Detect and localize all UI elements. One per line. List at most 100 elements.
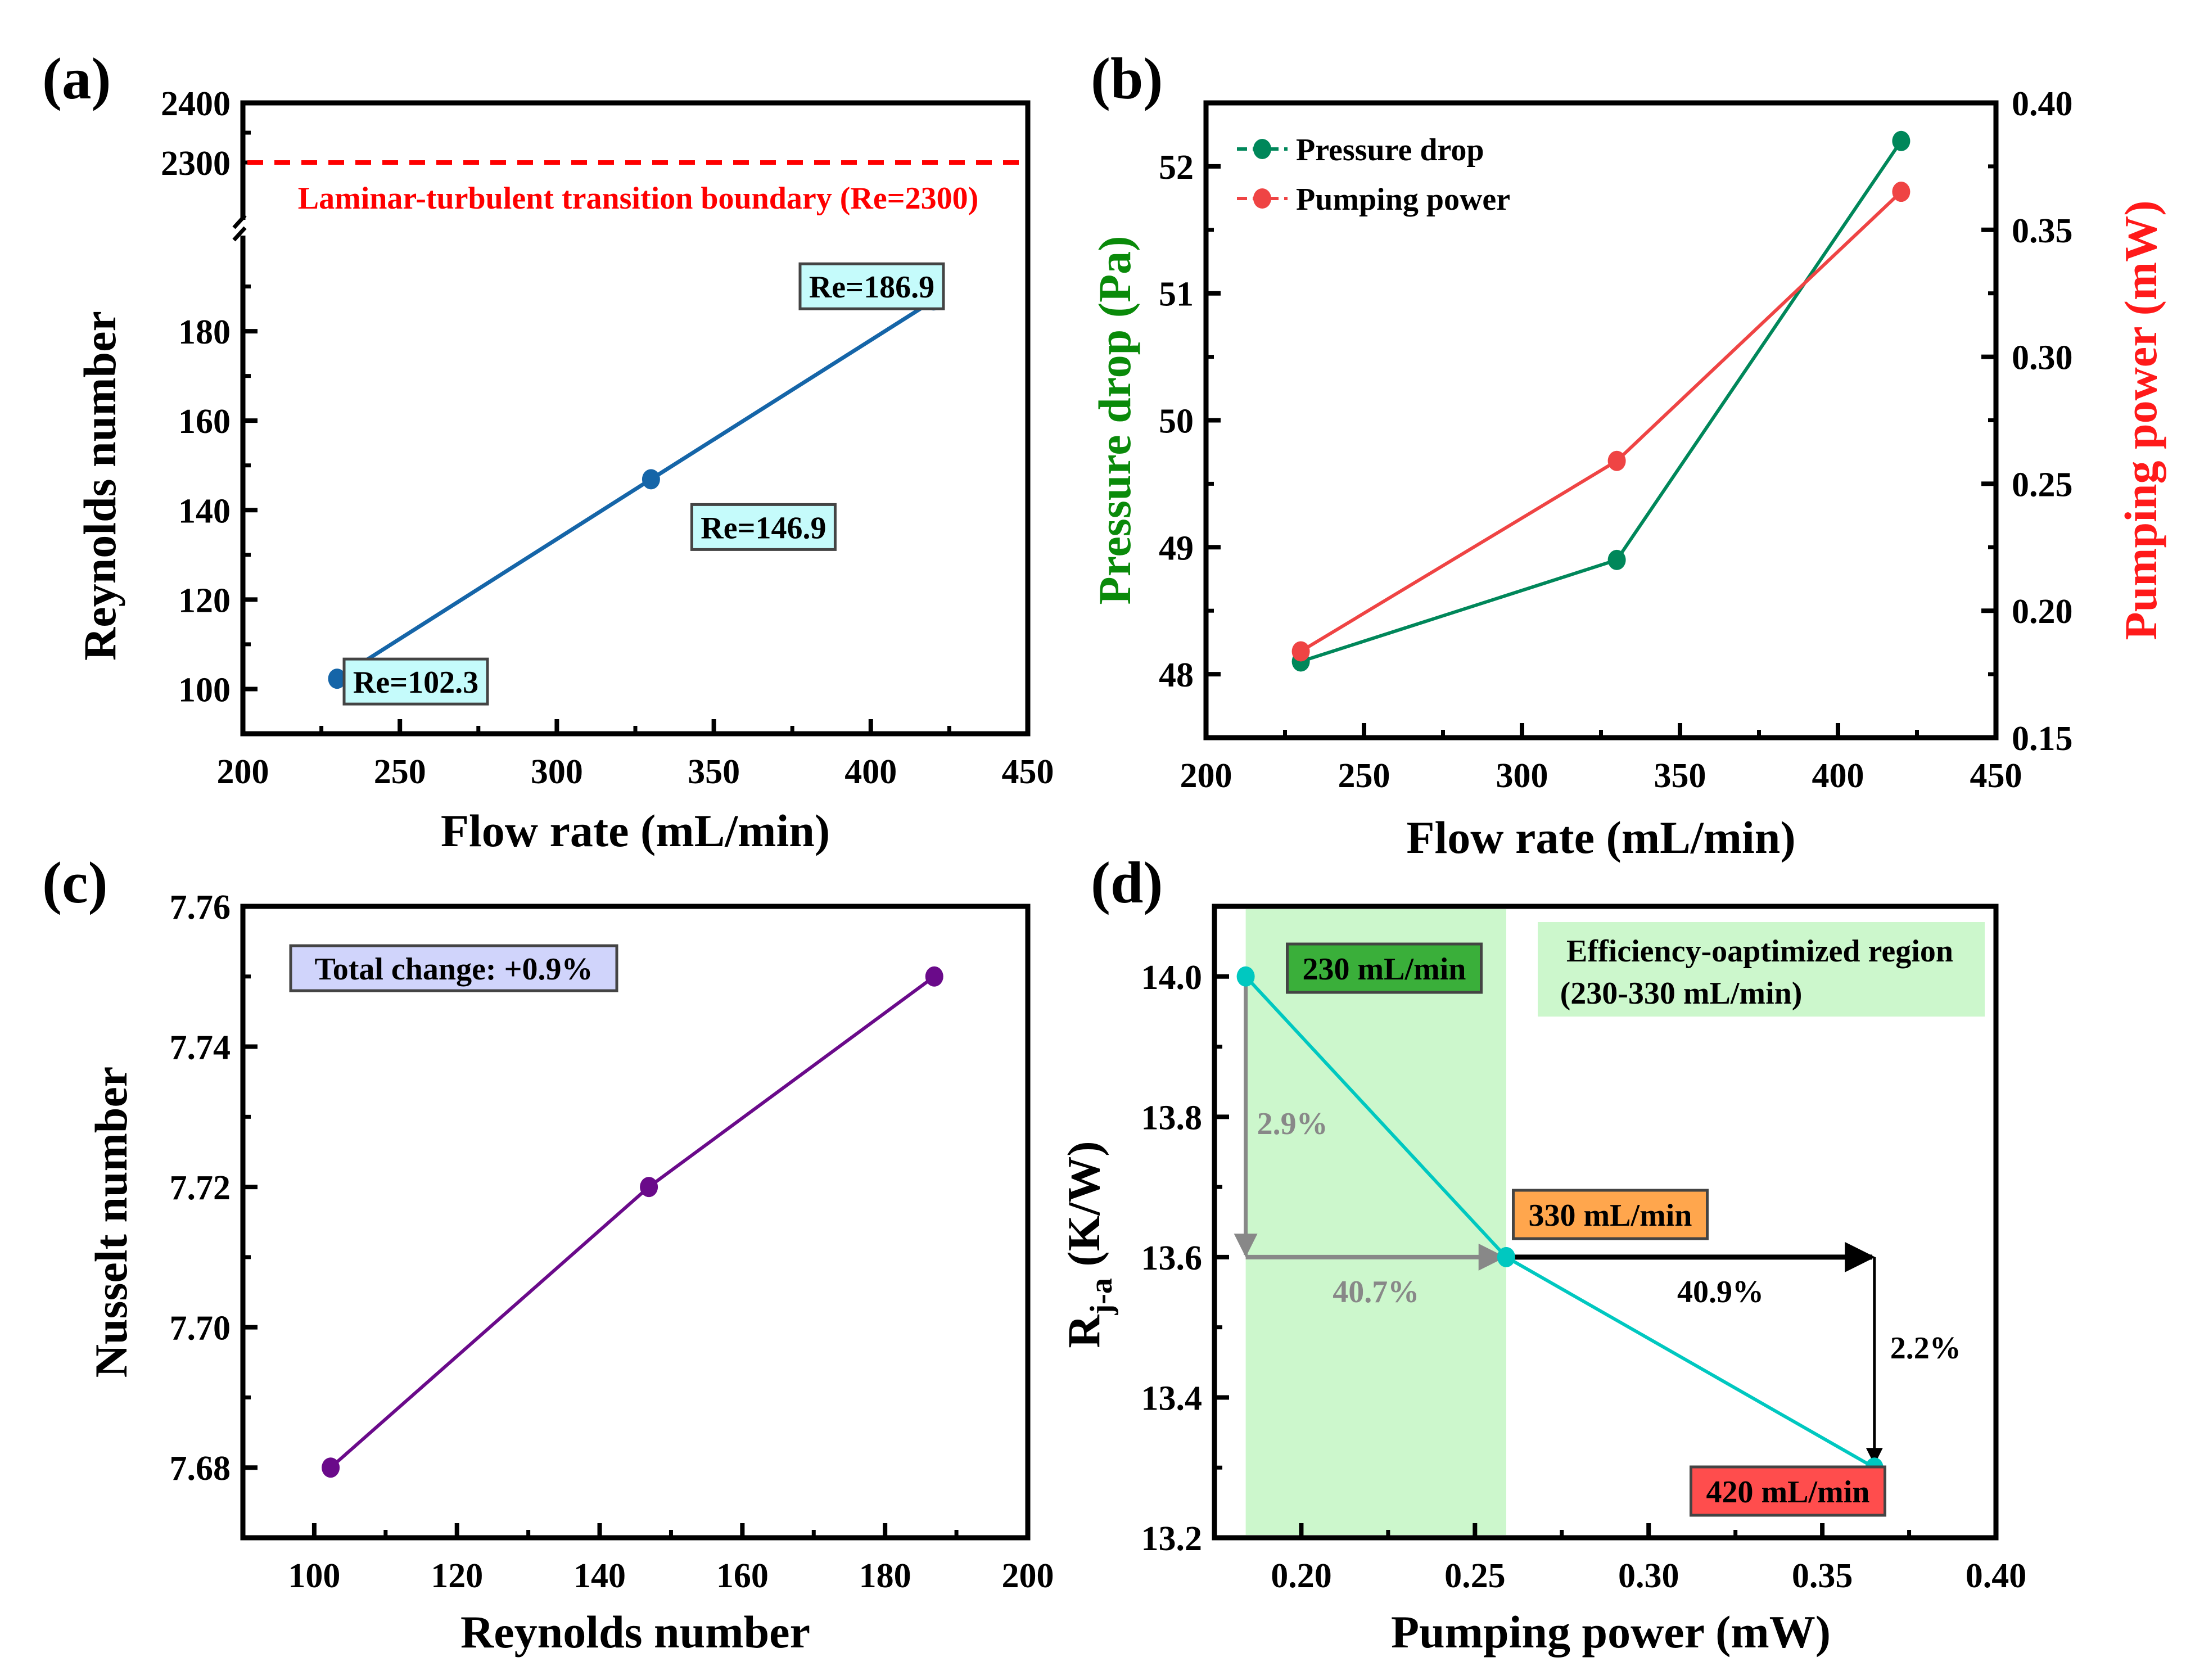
panel-a-y-tick-label: 140 bbox=[178, 492, 231, 530]
panel-c-x-tick-label: 180 bbox=[859, 1557, 911, 1595]
panel-d-x-tick-label: 0.35 bbox=[1792, 1557, 1853, 1595]
panel-b-y2-tick-label: 0.40 bbox=[2012, 85, 2073, 123]
flow-label-330-box bbox=[1512, 1189, 1709, 1240]
panel-d-y-tick-label: 13.2 bbox=[1141, 1520, 1203, 1558]
panel-a-x-tick-label: 300 bbox=[531, 753, 583, 791]
legend-marker bbox=[1253, 139, 1271, 159]
panel-a-y-tick-label: 2400 bbox=[161, 85, 231, 123]
panel-c-x-tick-label: 100 bbox=[288, 1557, 340, 1595]
panel-d-x-tick-label: 0.20 bbox=[1271, 1557, 1332, 1595]
panel-c-y-axis-title: Nusselt number bbox=[85, 1067, 137, 1378]
panel-d-y-tick-label: 14.0 bbox=[1141, 959, 1203, 997]
panel-a-y-tick-label: 100 bbox=[178, 671, 231, 709]
panel-c-y-tick-label: 7.70 bbox=[170, 1309, 231, 1348]
panel-b-y2-tick-label: 0.15 bbox=[2012, 720, 2073, 758]
arrow-label-40-9: 40.9% bbox=[1677, 1275, 1764, 1309]
flow-label-420-box bbox=[1690, 1465, 1886, 1517]
panel-b-y-tick-label: 52 bbox=[1159, 148, 1194, 187]
panel-a-x-axis-title: Flow rate (mL/min) bbox=[441, 805, 830, 856]
axis-break-mark bbox=[232, 226, 247, 242]
panel-c-y-tick-label: 7.76 bbox=[170, 888, 231, 927]
panel-c-x-axis-title: Reynolds number bbox=[460, 1606, 810, 1658]
panel-a-x-tick-label: 450 bbox=[1002, 753, 1054, 791]
panel-c-x-tick-label: 160 bbox=[716, 1557, 769, 1595]
legend-label: Pressure drop bbox=[1296, 133, 1484, 168]
panel-d-x-axis-title: Pumping power (mW) bbox=[1391, 1606, 1831, 1658]
panel-label-a: (a) bbox=[42, 46, 111, 111]
panel-a-x-tick-label: 350 bbox=[688, 753, 740, 791]
panel-b-x-tick-label: 350 bbox=[1654, 757, 1706, 795]
panel-b-series-pumping-power-line bbox=[1300, 190, 1903, 653]
panel-d-x-tick-label: 0.25 bbox=[1444, 1557, 1506, 1595]
panel-d-x-tick-label: 0.30 bbox=[1618, 1557, 1679, 1595]
panel-c-series-point bbox=[925, 966, 943, 987]
panel-b-series-pressure-drop-line bbox=[1300, 140, 1903, 663]
panel-b-y2-axis-title: Pumping power (mW) bbox=[2115, 200, 2166, 640]
panel-b-x-tick-label: 250 bbox=[1338, 757, 1390, 795]
panel-b-y2-tick-label: 0.30 bbox=[2012, 339, 2073, 377]
panel-a-series-point bbox=[328, 669, 346, 689]
y-axis-title-unit: (K/W) bbox=[1058, 1141, 1109, 1278]
panel-c-frame bbox=[240, 904, 1031, 1541]
panel-a-point-label-box bbox=[798, 262, 945, 310]
panel-a-y-tick-label: 180 bbox=[178, 313, 231, 351]
panel-b-y-tick-label: 50 bbox=[1159, 403, 1194, 441]
panel-b-series-pumping-power-point bbox=[1607, 450, 1626, 471]
panel-b-y-tick-label: 48 bbox=[1159, 656, 1194, 694]
panel-c-series-point bbox=[640, 1177, 658, 1198]
panel-b-y-axis-title: Pressure drop (Pa) bbox=[1089, 236, 1140, 605]
panel-label-c: (c) bbox=[42, 850, 108, 915]
panel-a-point-label-box bbox=[342, 657, 489, 706]
panel-a-x-tick-label: 200 bbox=[217, 753, 269, 791]
panel-b-y-tick-label: 51 bbox=[1159, 276, 1194, 314]
panel-b-x-tick-label: 300 bbox=[1496, 757, 1548, 795]
axis-break-mark bbox=[232, 214, 247, 229]
panel-b-series-pumping-power-point bbox=[1892, 182, 1911, 202]
panel-c-series-point bbox=[322, 1457, 340, 1478]
panel-a-y-tick-label: 2300 bbox=[161, 144, 231, 183]
arrow-label-2-2: 2.2% bbox=[1890, 1331, 1961, 1366]
panel-d-x-tick-label: 0.40 bbox=[1966, 1557, 2027, 1595]
total-change-annotation: Total change: +0.9% bbox=[315, 952, 593, 987]
panel-a-point-label: Re=146.9 bbox=[701, 511, 826, 545]
panel-b-y2-tick-label: 0.25 bbox=[2012, 466, 2073, 504]
panel-d-y-axis-title: Rj-a (K/W) bbox=[1058, 1141, 1119, 1348]
flow-label-230: 230 mL/min bbox=[1303, 952, 1466, 987]
panel-b-x-tick-label: 400 bbox=[1812, 757, 1864, 795]
panel-b-y2-tick-label: 0.35 bbox=[2012, 212, 2073, 250]
panel-c-x-tick-label: 120 bbox=[431, 1557, 483, 1595]
panel-a-series-point bbox=[642, 469, 660, 490]
panel-b-x-axis-title: Flow rate (mL/min) bbox=[1406, 812, 1795, 863]
efficiency-region-shade bbox=[1245, 909, 1506, 1535]
arrow-label-2-9: 2.9% bbox=[1257, 1107, 1328, 1141]
panel-b-series-pressure-drop-point bbox=[1892, 130, 1911, 151]
reference-line-label: Laminar-turbulent transition boundary (R… bbox=[298, 181, 979, 216]
efficiency-region-label-box bbox=[1538, 922, 1985, 1017]
panel-d-frame bbox=[1212, 904, 1999, 1541]
y-axis-title-main: R bbox=[1058, 1315, 1109, 1348]
panel-d-y-tick-label: 13.8 bbox=[1141, 1099, 1203, 1137]
panel-c-y-tick-label: 7.68 bbox=[170, 1449, 231, 1488]
panel-a-series-line bbox=[336, 299, 935, 681]
legend-label: Pumping power bbox=[1296, 182, 1510, 217]
panel-a-point-label: Re=102.3 bbox=[353, 665, 478, 700]
flow-label-230-box bbox=[1286, 942, 1483, 994]
panel-a-y-axis-title: Reynolds number bbox=[74, 311, 125, 661]
arrow-label-40-7: 40.7% bbox=[1333, 1275, 1419, 1309]
efficiency-region-range: (230-330 mL/min) bbox=[1560, 976, 1803, 1011]
panel-a-x-tick-label: 400 bbox=[844, 753, 897, 791]
panel-d-series-point bbox=[1236, 966, 1255, 987]
panel-d-series-point bbox=[1497, 1247, 1515, 1267]
panel-a-point-label: Re=186.9 bbox=[809, 270, 934, 305]
panel-a-x-tick-label: 250 bbox=[374, 753, 426, 791]
panel-b-y2-tick-label: 0.20 bbox=[2012, 593, 2073, 631]
efficiency-region-label: Efficiency-oaptimized region bbox=[1566, 934, 1953, 969]
flow-label-420: 420 mL/min bbox=[1706, 1475, 1870, 1510]
panel-c-y-tick-label: 7.72 bbox=[170, 1169, 231, 1207]
panel-b-x-tick-label: 200 bbox=[1180, 757, 1232, 795]
panel-b-series-pumping-power-point bbox=[1291, 641, 1310, 662]
panel-c-x-tick-label: 140 bbox=[573, 1557, 626, 1595]
panel-label-b: (b) bbox=[1091, 46, 1163, 111]
panel-label-d: (d) bbox=[1091, 850, 1163, 915]
